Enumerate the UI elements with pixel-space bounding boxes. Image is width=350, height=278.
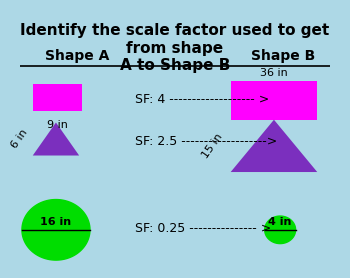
Text: Shape B: Shape B xyxy=(251,49,315,63)
Polygon shape xyxy=(265,216,296,244)
Polygon shape xyxy=(231,120,317,172)
Text: Shape A: Shape A xyxy=(45,49,110,63)
Text: 6 in: 6 in xyxy=(9,128,30,150)
Text: 4 in: 4 in xyxy=(268,217,292,227)
FancyBboxPatch shape xyxy=(33,84,82,111)
Text: 36 in: 36 in xyxy=(260,68,288,78)
Text: 16 in: 16 in xyxy=(40,217,71,227)
Polygon shape xyxy=(22,200,90,260)
Text: SF: 4 ------------------- >: SF: 4 ------------------- > xyxy=(135,93,269,106)
Text: 15 in: 15 in xyxy=(200,132,224,160)
Text: 9 in: 9 in xyxy=(47,120,68,130)
Text: SF: 2.5 ------------------->: SF: 2.5 -------------------> xyxy=(135,135,277,148)
FancyBboxPatch shape xyxy=(231,81,317,120)
Text: Identify the scale factor used to get from shape
A to Shape B: Identify the scale factor used to get fr… xyxy=(20,23,330,73)
Polygon shape xyxy=(33,123,79,155)
Text: SF: 0.25 --------------- >: SF: 0.25 --------------- > xyxy=(135,222,271,235)
